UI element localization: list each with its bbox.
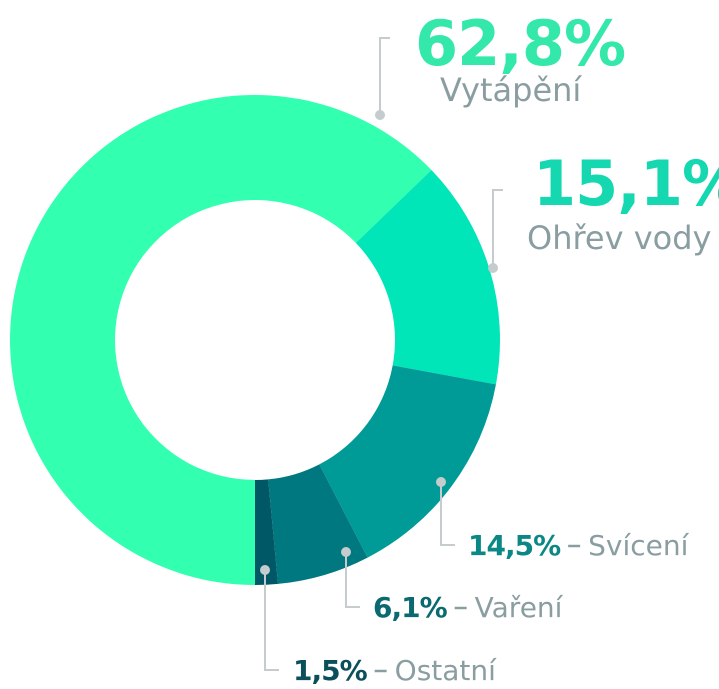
donut-slice [355, 170, 500, 385]
donut-slice [255, 479, 279, 585]
leader-dot [436, 477, 446, 487]
value-label: 1,5% [293, 654, 368, 687]
donut-slice [9, 94, 432, 585]
leader-dot [341, 547, 351, 557]
category-label: Vaření [475, 591, 564, 624]
value-label: 14,5% [468, 529, 561, 562]
category-label: Ohřev vody [527, 219, 711, 257]
leader-line [492, 189, 503, 268]
value-label: 62,8% [415, 7, 625, 80]
leader-line [345, 552, 360, 608]
leader-line [264, 570, 279, 671]
value-label: 6,1% [373, 591, 448, 624]
leader-dot [260, 565, 270, 575]
leader-dot [488, 263, 498, 273]
value-label: 15,1% [533, 147, 719, 220]
category-label: Svícení [588, 529, 689, 562]
leader-dot [375, 110, 385, 120]
leader-line [379, 37, 390, 115]
category-label: Ostatní [395, 654, 497, 687]
donut-slice [319, 365, 496, 558]
leader-line [440, 482, 455, 546]
category-label: Vytápění [440, 71, 582, 109]
